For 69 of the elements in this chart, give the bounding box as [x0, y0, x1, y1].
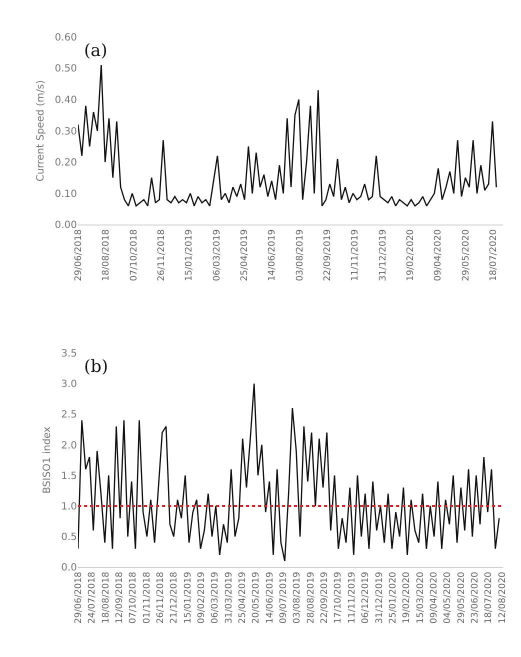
y-tick-label: 1.0	[61, 501, 77, 512]
x-tick-label: 12/09/2018	[114, 571, 125, 624]
y-tick-label: 0.30	[54, 126, 77, 138]
x-tick-label: 06/03/2019	[212, 229, 222, 282]
x-tick-label: 09/07/2019	[279, 571, 290, 624]
y-tick-label: 0.00	[54, 220, 77, 232]
x-tick-label: 21/12/2018	[170, 571, 180, 624]
x-tick-label: 18/07/2020	[488, 229, 499, 282]
annotation: (b)	[84, 357, 108, 377]
x-tick-label: 25/04/2019	[238, 571, 248, 624]
y-tick-label: 0.20	[54, 158, 77, 169]
x-tick-label: 29/05/2020	[456, 571, 467, 624]
y-tick-label: 3.5	[61, 348, 77, 360]
y-tick-label: 0.0	[61, 562, 77, 574]
x-tick-label: 14/06/2019	[265, 571, 276, 624]
x-tick-label: 31/03/2019	[224, 571, 234, 624]
x-tick-label: 11/11/2019	[350, 229, 361, 282]
y-tick-label: 1.5	[61, 470, 77, 482]
annotation: (a)	[84, 41, 108, 61]
y-axis-title: Current Speed (m/s)	[36, 80, 47, 182]
x-tick-label: 22/09/2019	[320, 571, 330, 624]
x-tick-label: 15/01/2019	[183, 571, 194, 624]
x-tick-label: 01/11/2018	[142, 571, 152, 624]
x-tick-label: 23/06/2020	[470, 571, 480, 624]
x-tick-label: 18/08/2018	[101, 571, 112, 624]
x-tick-label: 22/09/2019	[322, 229, 333, 282]
x-tick-label: 26/11/2018	[156, 571, 166, 624]
x-tick-label: 09/04/2020	[429, 571, 440, 624]
x-tick-label: 15/03/2020	[416, 571, 426, 624]
x-tick-label: 11/11/2019	[347, 571, 358, 624]
y-tick-label: 2.5	[61, 410, 77, 421]
y-tick-label: 3.0	[61, 379, 77, 390]
x-tick-label: 14/06/2019	[268, 229, 278, 282]
line-series	[78, 64, 498, 207]
x-tick-label: 07/10/2018	[128, 571, 139, 624]
x-tick-label: 04/05/2020	[443, 571, 454, 624]
x-tick-label: 28/08/2019	[306, 571, 316, 624]
x-tick-label: 29/05/2020	[461, 229, 472, 282]
x-tick-label: 15/01/2019	[184, 229, 195, 282]
x-tick-label: 29/06/2018	[74, 571, 84, 624]
x-tick-label: 06/12/2019	[361, 571, 372, 624]
x-tick-label: 25/04/2019	[240, 229, 250, 282]
x-tick-label: 19/02/2020	[402, 571, 412, 624]
x-tick-label: 18/08/2018	[102, 229, 112, 282]
y-tick-label: 0.5	[61, 532, 77, 544]
x-tick-label: 19/02/2020	[406, 229, 416, 282]
x-tick-label: 12/08/2020	[498, 571, 508, 624]
y-tick-label: 0.50	[54, 64, 77, 75]
x-tick-label: 06/03/2019	[210, 571, 221, 624]
x-tick-label: 17/10/2019	[334, 571, 344, 624]
y-tick-label: 0.60	[54, 32, 77, 44]
x-tick-label: 03/08/2019	[292, 571, 303, 624]
x-tick-label: 09/02/2019	[196, 571, 207, 624]
line-series	[78, 382, 500, 562]
x-tick-label: 09/04/2020	[434, 229, 444, 282]
y-tick-label: 2.0	[61, 440, 77, 452]
x-tick-label: 18/07/2020	[484, 571, 494, 624]
x-tick-label: 24/07/2018	[88, 571, 98, 624]
x-tick-label: 26/11/2018	[156, 229, 167, 282]
y-tick-label: 0.10	[54, 188, 77, 200]
x-tick-label: 31/12/2019	[378, 229, 388, 282]
x-tick-label: 29/06/2018	[74, 229, 84, 282]
x-tick-label: 20/05/2019	[252, 571, 262, 624]
y-tick-label: 0.40	[54, 95, 77, 106]
x-tick-label: 31/12/2019	[374, 571, 385, 624]
x-tick-label: 03/08/2019	[295, 229, 306, 282]
x-tick-label: 25/01/2020	[388, 571, 398, 624]
y-axis-title: BSISO1 index	[42, 426, 54, 494]
x-tick-label: 07/10/2018	[129, 229, 140, 282]
